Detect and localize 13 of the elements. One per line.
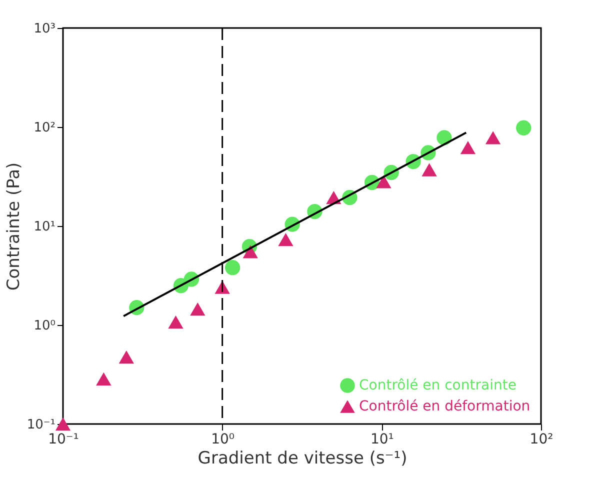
y-tick-label: 10¹ xyxy=(34,220,56,234)
y-tick-label: 10² xyxy=(34,120,56,136)
x-tick-label: 10⁻¹ xyxy=(48,432,79,448)
x-axis-title: Gradient de vitesse (s⁻¹) xyxy=(198,448,408,468)
y-tick-label: 10⁻¹ xyxy=(26,418,56,432)
x-tick-label: 10¹ xyxy=(370,432,394,448)
x-tick-label: 10² xyxy=(530,432,554,448)
y-tick-label: 10⁰ xyxy=(34,318,56,334)
legend-label: Contrôlé en contrainte xyxy=(359,378,516,394)
x-tick-label: 10⁰ xyxy=(211,432,235,448)
y-axis-title: Contrainte (Pa) xyxy=(4,162,24,291)
legend-label: Contrôlé en déformation xyxy=(359,398,530,414)
y-tick-label: 10³ xyxy=(34,22,56,36)
